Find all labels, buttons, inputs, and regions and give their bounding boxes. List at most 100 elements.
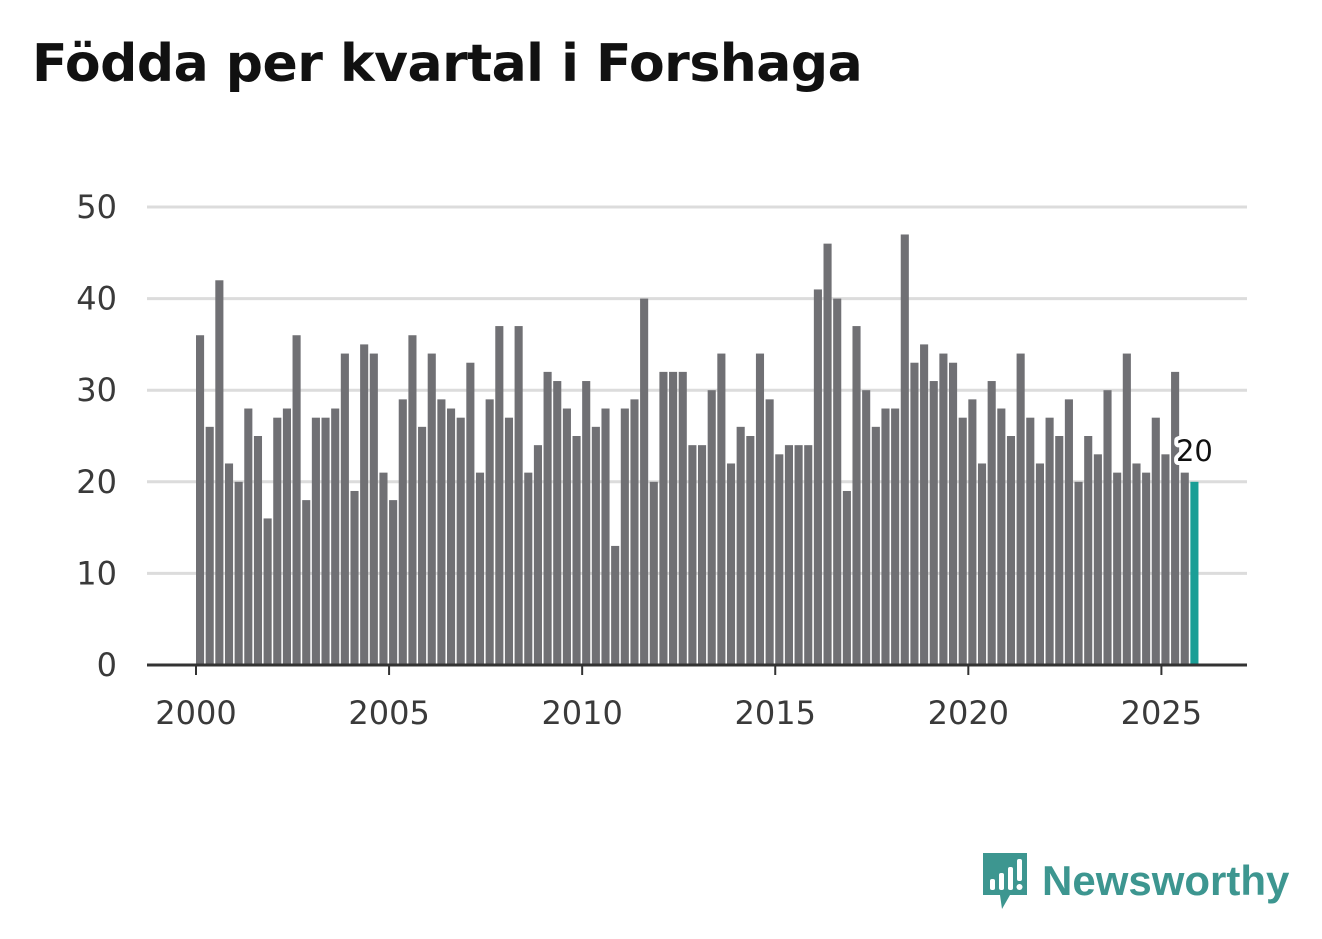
bars: [196, 234, 1199, 666]
bar: [1074, 481, 1083, 665]
bar: [331, 408, 340, 665]
bar: [427, 353, 436, 665]
newsworthy-logo-icon: [983, 853, 1027, 909]
bar-latest: [1190, 481, 1199, 665]
y-tick-label: 30: [76, 371, 117, 409]
bar: [302, 500, 311, 665]
bar: [939, 353, 948, 665]
bar: [833, 298, 842, 665]
bar: [273, 417, 282, 665]
bar: [920, 344, 929, 665]
bar: [997, 408, 1006, 665]
bar: [842, 490, 851, 665]
bar: [987, 381, 996, 665]
bar: [640, 298, 649, 665]
bar: [447, 408, 456, 665]
bar: [688, 445, 697, 665]
x-tick-label: 2005: [348, 694, 429, 732]
bar: [784, 445, 793, 665]
bar: [562, 408, 571, 665]
x-tick-label: 2025: [1121, 694, 1202, 732]
bar: [794, 445, 803, 665]
bar: [1045, 417, 1054, 665]
bar: [620, 408, 629, 665]
bar: [949, 362, 958, 665]
bar: [456, 417, 465, 665]
bar: [321, 417, 330, 665]
bar: [263, 518, 272, 665]
bar: [717, 353, 726, 665]
bar: [514, 326, 523, 665]
bar: [418, 426, 427, 665]
bar: [369, 353, 378, 665]
bar: [582, 381, 591, 665]
bar: [466, 362, 475, 665]
bar: [765, 399, 774, 665]
x-axis-ticks: 2000 2005 2010 2015 2020 2025: [155, 665, 1202, 732]
y-axis-ticks: 0 10 20 30 40 50: [76, 188, 117, 684]
bar: [1180, 472, 1189, 665]
bar: [533, 445, 542, 665]
y-tick-label: 10: [76, 554, 117, 592]
bar: [862, 390, 871, 665]
bar: [253, 436, 263, 665]
bar: [977, 463, 987, 665]
bar: [340, 353, 349, 665]
bar: [224, 463, 234, 665]
data-labels: 20: [1172, 430, 1217, 472]
bar: [1151, 417, 1160, 665]
bar: [350, 490, 359, 665]
bar: [726, 463, 736, 665]
bar: [1171, 371, 1180, 665]
bar: [572, 436, 581, 665]
bar: [1084, 436, 1093, 665]
bar: [408, 335, 417, 665]
brand-name: Newsworthy: [1042, 857, 1290, 904]
bar: [475, 472, 485, 665]
bar: [591, 426, 600, 665]
bar: [910, 362, 919, 665]
bar: [1132, 463, 1141, 665]
bar: [1026, 417, 1035, 665]
y-tick-label: 50: [76, 188, 117, 226]
bar: [698, 445, 707, 665]
bar: [669, 371, 678, 665]
bar: [282, 408, 291, 665]
bar: [746, 436, 755, 665]
bar: [881, 408, 890, 665]
bar: [379, 472, 388, 665]
bar: [900, 234, 909, 666]
bar: [611, 545, 620, 665]
bar: [775, 454, 784, 665]
bar: [823, 243, 832, 665]
bar: [524, 472, 533, 665]
gridlines: [147, 205, 1247, 575]
bar: [601, 408, 610, 665]
bar: [929, 381, 938, 665]
bar: [1035, 463, 1044, 665]
bar: [958, 417, 967, 665]
bar: [678, 371, 687, 665]
bar: [659, 371, 668, 665]
bar: [755, 353, 765, 665]
bar: [292, 335, 301, 665]
bar: [891, 408, 900, 665]
bar: [736, 426, 745, 665]
bar: [871, 426, 880, 665]
bar: [1161, 454, 1170, 665]
bar: [553, 381, 562, 665]
y-tick-label: 0: [97, 646, 117, 684]
bar: [1122, 353, 1131, 665]
bar: [196, 335, 205, 665]
bar: [1006, 436, 1016, 665]
bar: [968, 399, 977, 665]
bar: [311, 417, 320, 665]
bar: [234, 481, 243, 665]
x-tick-label: 2020: [928, 694, 1009, 732]
bar: [1093, 454, 1102, 665]
bar: [215, 280, 224, 665]
x-tick-label: 2000: [155, 694, 236, 732]
bar: [1064, 399, 1073, 665]
y-tick-label: 20: [76, 463, 117, 501]
x-tick-label: 2015: [735, 694, 816, 732]
